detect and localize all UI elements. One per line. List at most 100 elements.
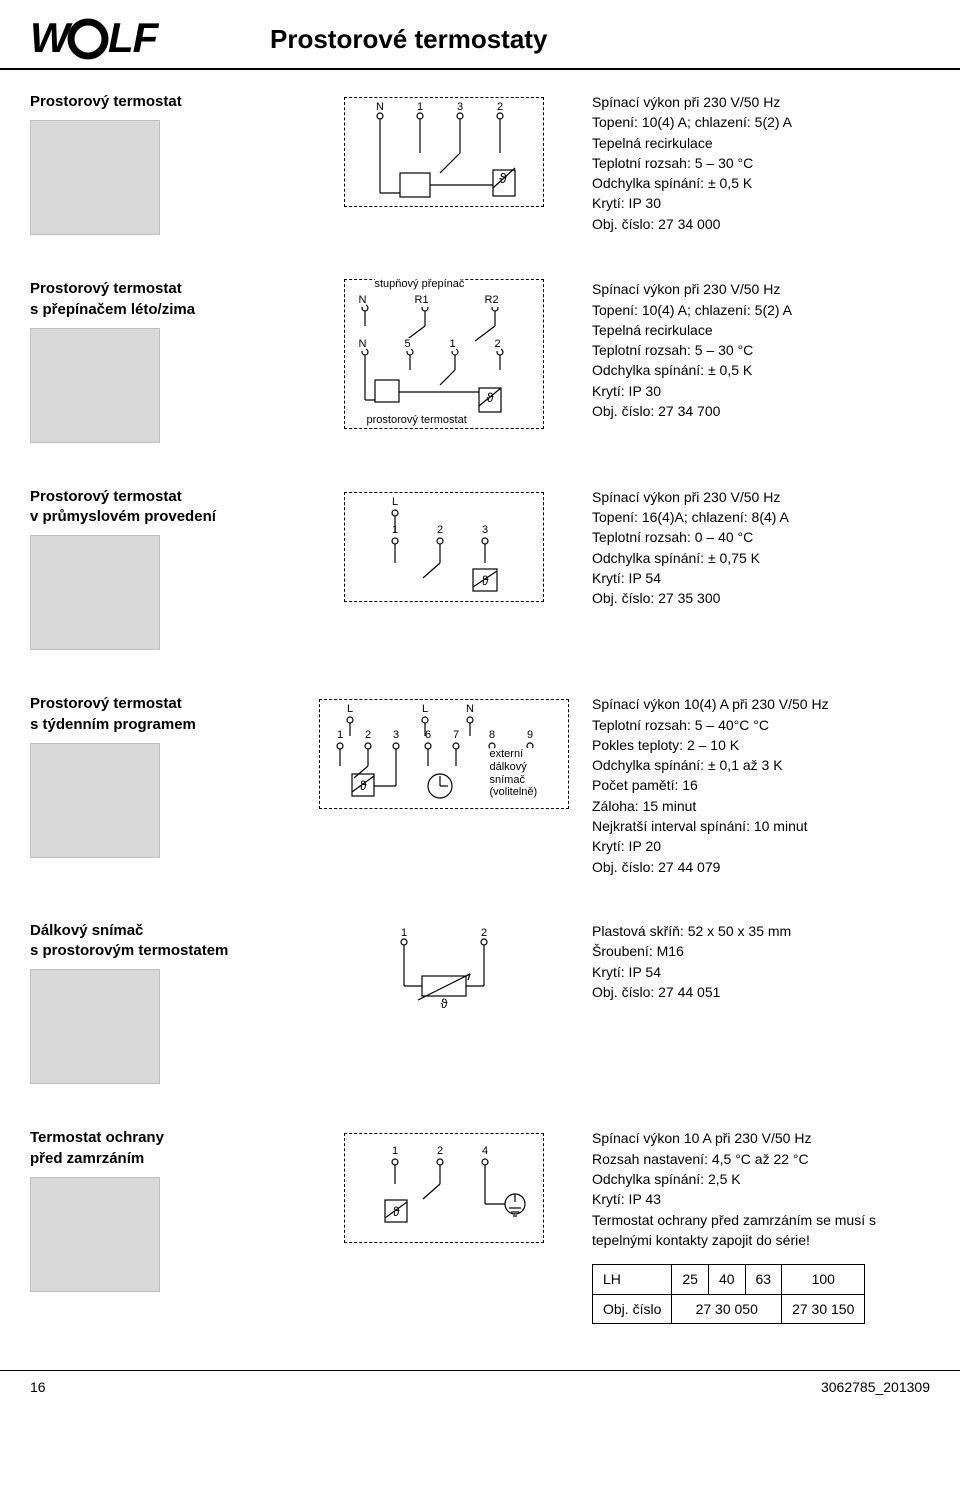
page-footer: 16 3062785_201309 — [0, 1370, 960, 1409]
svg-text:1: 1 — [391, 1145, 397, 1157]
svg-text:N: N — [376, 101, 384, 113]
spec-line: Pokles teploty: 2 – 10 K — [592, 735, 930, 755]
svg-text:L: L — [346, 703, 352, 715]
svg-text:ϑ: ϑ — [486, 390, 494, 405]
diagram-label: R2 — [485, 294, 499, 307]
product-photo — [30, 743, 160, 858]
svg-text:2: 2 — [496, 101, 502, 113]
svg-text:2: 2 — [364, 729, 370, 741]
svg-text:3: 3 — [456, 101, 462, 113]
specs-col: Spínací výkon 10 A při 230 V/50 HzRozsah… — [592, 1128, 930, 1323]
product-name-line: Prostorový termostat — [30, 92, 295, 112]
product-name-line: s týdenním programem — [30, 715, 295, 735]
specs-col: Spínací výkon při 230 V/50 HzTopení: 10(… — [592, 92, 930, 234]
spec-line: Krytí: IP 20 — [592, 836, 930, 856]
wiring-diagram: 12ϑ — [344, 926, 544, 1036]
svg-text:2: 2 — [436, 524, 442, 536]
product-name-line: Termostat ochrany — [30, 1128, 295, 1148]
spec-line: Topení: 10(4) A; chlazení: 5(2) A — [592, 112, 930, 132]
table-cell: 27 30 050 — [672, 1294, 782, 1323]
table-header-cell: 63 — [745, 1265, 782, 1294]
specs-col: Spínací výkon při 230 V/50 HzTopení: 10(… — [592, 279, 930, 421]
spec-line: Obj. číslo: 27 44 051 — [592, 982, 930, 1002]
wiring-diagram: 124ϑ — [344, 1133, 544, 1243]
spec-line: Krytí: IP 43 — [592, 1189, 930, 1209]
product-name-col: Prostorový termostats týdenním programem — [30, 694, 295, 858]
specs-col: Plastová skříň: 52 x 50 x 35 mmŠroubení:… — [592, 921, 930, 1002]
specs-col: Spínací výkon při 230 V/50 HzTopení: 16(… — [592, 487, 930, 609]
wiring-diagram: L123ϑ — [344, 492, 544, 602]
svg-text:3: 3 — [481, 524, 487, 536]
svg-text:4: 4 — [481, 1145, 487, 1157]
page-number: 16 — [30, 1379, 46, 1395]
svg-text:N: N — [466, 703, 474, 715]
product-name-line: Dálkový snímač — [30, 921, 295, 941]
diagram-label: R1 — [415, 294, 429, 307]
wiring-diagram: LLN1236789ϑexterní dálkový snímač (volit… — [319, 699, 569, 809]
wiring-diagram-col: L123ϑ — [311, 487, 576, 607]
spec-line: Spínací výkon 10(4) A při 230 V/50 Hz — [592, 694, 930, 714]
wiring-diagram-col: N132ϑ — [311, 92, 576, 212]
spec-line: Šroubení: M16 — [592, 941, 930, 961]
product-name-line: Prostorový termostat — [30, 487, 295, 507]
spec-line: Termostat ochrany před zamrzáním se musí… — [592, 1210, 930, 1251]
spec-line: Teplotní rozsah: 5 – 40°C °C — [592, 715, 930, 735]
product-photo — [30, 328, 160, 443]
diagram-label: 5 — [405, 338, 411, 351]
product-section: Prostorový termostatN132ϑSpínací výkon p… — [0, 70, 960, 257]
svg-text:L: L — [391, 496, 397, 508]
spec-line: Obj. číslo: 27 34 000 — [592, 214, 930, 234]
spec-line: Záloha: 15 minut — [592, 796, 930, 816]
wiring-diagram-col: 124ϑ — [311, 1128, 576, 1248]
wiring-diagram: N132ϑ — [344, 97, 544, 207]
product-name-col: Prostorový termostat — [30, 92, 295, 235]
table-cell: 27 30 150 — [782, 1294, 865, 1323]
spec-line: Spínací výkon při 230 V/50 Hz — [592, 487, 930, 507]
spec-line: Topení: 16(4)A; chlazení: 8(4) A — [592, 507, 930, 527]
svg-text:ϑ: ϑ — [440, 996, 448, 1011]
spec-line: Teplotní rozsah: 5 – 30 °C — [592, 340, 930, 360]
product-name-col: Termostat ochranypřed zamrzáním — [30, 1128, 295, 1292]
diagram-label: externí dálkový snímač (volitelně) — [490, 748, 538, 799]
wiring-diagram-col: 12ϑ — [311, 921, 576, 1041]
svg-text:7: 7 — [452, 729, 458, 741]
wiring-diagram-col: LLN1236789ϑexterní dálkový snímač (volit… — [311, 694, 576, 814]
spec-line: Teplotní rozsah: 0 – 40 °C — [592, 527, 930, 547]
spec-line: Odchylka spínání: ± 0,5 K — [592, 360, 930, 380]
svg-text:1: 1 — [400, 927, 406, 939]
product-name-col: Prostorový termostatv průmyslovém proved… — [30, 487, 295, 651]
wiring-diagram: ϑstupňový přepínačNR1R2N512prostorový te… — [344, 279, 544, 429]
spec-line: Počet pamětí: 16 — [592, 775, 930, 795]
product-photo — [30, 1177, 160, 1292]
product-name-line: Prostorový termostat — [30, 279, 295, 299]
product-name-line: s prostorovým termostatem — [30, 941, 295, 961]
spec-line: Krytí: IP 54 — [592, 568, 930, 588]
spec-line: Rozsah nastavení: 4,5 °C až 22 °C — [592, 1149, 930, 1169]
diagram-label: 1 — [450, 338, 456, 351]
logo: W LF — [30, 18, 190, 60]
doc-code: 3062785_201309 — [821, 1379, 930, 1395]
svg-text:L: L — [421, 703, 427, 715]
spec-line: Teplotní rozsah: 5 – 30 °C — [592, 153, 930, 173]
table-header-cell: 100 — [782, 1265, 865, 1294]
product-section: Prostorový termostats přepínačem léto/zi… — [0, 257, 960, 465]
product-name-line: před zamrzáním — [30, 1149, 295, 1169]
product-section: Prostorový termostats týdenním programem… — [0, 672, 960, 899]
product-name-line: s přepínačem léto/zima — [30, 300, 295, 320]
spec-line: Plastová skříň: 52 x 50 x 35 mm — [592, 921, 930, 941]
diagram-label: N — [359, 294, 367, 307]
svg-text:6: 6 — [424, 729, 430, 741]
product-photo — [30, 969, 160, 1084]
spec-line: Obj. číslo: 27 44 079 — [592, 857, 930, 877]
product-photo — [30, 120, 160, 235]
product-section: Dálkový snímačs prostorovým termostatem 1… — [0, 899, 960, 1107]
svg-text:3: 3 — [392, 729, 398, 741]
spec-line: Spínací výkon při 230 V/50 Hz — [592, 92, 930, 112]
svg-text:LF: LF — [108, 18, 160, 60]
product-name-line: Prostorový termostat — [30, 694, 295, 714]
table-header-cell: 25 — [672, 1265, 709, 1294]
spec-line: Odchylka spínání: ± 0,1 až 3 K — [592, 755, 930, 775]
page-title: Prostorové termostaty — [270, 24, 547, 55]
page-header: W LF Prostorové termostaty — [0, 0, 960, 70]
spec-line: Spínací výkon při 230 V/50 Hz — [592, 279, 930, 299]
